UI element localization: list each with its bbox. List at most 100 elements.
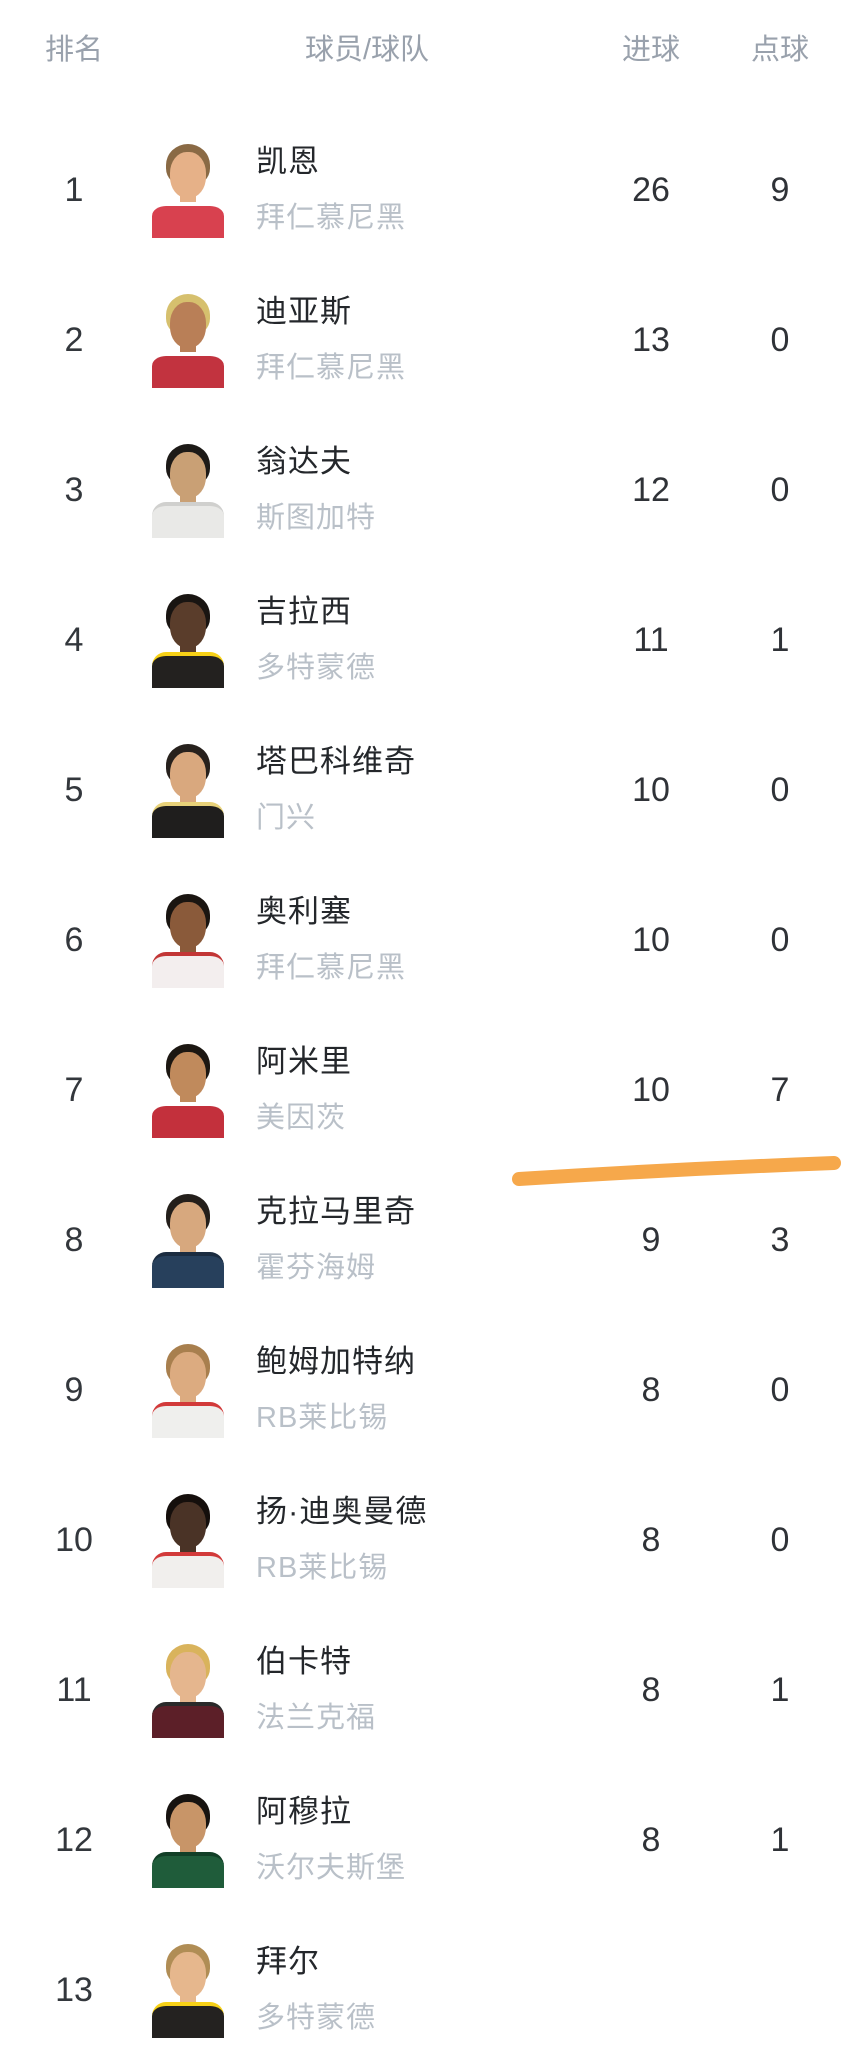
player-avatar bbox=[152, 1342, 224, 1438]
table-row[interactable]: 4 吉拉西 多特蒙德 11 1 bbox=[0, 565, 844, 715]
table-row[interactable]: 6 奥利塞 拜仁慕尼黑 10 0 bbox=[0, 865, 844, 1015]
penalties-value: 1 bbox=[770, 1820, 790, 1859]
player-name: 伯卡特 bbox=[256, 1644, 352, 1680]
penalties-value: 0 bbox=[770, 470, 790, 509]
player-name: 阿穆拉 bbox=[256, 1794, 352, 1830]
rank-value: 12 bbox=[55, 1820, 93, 1859]
rank-value: 11 bbox=[56, 1670, 92, 1709]
avatar-shirt bbox=[152, 202, 224, 238]
player-team: 拜仁慕尼黑 bbox=[256, 351, 407, 384]
penalties-value: 0 bbox=[770, 920, 790, 959]
header-player: 球员/球队 bbox=[304, 33, 430, 66]
player-name: 奥利塞 bbox=[256, 894, 352, 930]
penalties-value: 7 bbox=[770, 1070, 790, 1109]
player-avatar bbox=[152, 1792, 224, 1888]
avatar-face bbox=[170, 152, 206, 198]
player-name: 鲍姆加特纳 bbox=[256, 1344, 416, 1380]
player-team: 沃尔夫斯堡 bbox=[256, 1851, 407, 1884]
avatar-face bbox=[170, 752, 206, 798]
avatar-face bbox=[170, 1652, 206, 1698]
goals-value: 9 bbox=[641, 1220, 661, 1259]
table-header-row: 排名 球员/球队 进球 点球 bbox=[0, 0, 844, 115]
avatar-shirt bbox=[152, 1402, 224, 1438]
avatar-shirt bbox=[152, 952, 224, 988]
rank-value: 5 bbox=[64, 770, 84, 809]
player-name: 迪亚斯 bbox=[256, 294, 352, 330]
goals-value: 10 bbox=[632, 920, 670, 959]
avatar-face bbox=[170, 602, 206, 648]
avatar-face bbox=[170, 1502, 206, 1548]
player-name: 扬·迪奥曼德 bbox=[256, 1494, 428, 1530]
table-row[interactable]: 10 扬·迪奥曼德 RB莱比锡 8 0 bbox=[0, 1465, 844, 1615]
player-team: 拜仁慕尼黑 bbox=[256, 201, 407, 234]
goals-value: 13 bbox=[632, 320, 670, 359]
avatar-face bbox=[170, 902, 206, 948]
penalties-value: 1 bbox=[770, 1670, 790, 1709]
rank-value: 8 bbox=[64, 1220, 84, 1259]
rank-value: 4 bbox=[64, 620, 84, 659]
player-team: 法兰克福 bbox=[256, 1701, 377, 1734]
table-row[interactable]: 5 塔巴科维奇 门兴 10 0 bbox=[0, 715, 844, 865]
table-row[interactable]: 1 凯恩 拜仁慕尼黑 26 9 bbox=[0, 115, 844, 265]
avatar-face bbox=[170, 1802, 206, 1848]
player-team: 美因茨 bbox=[256, 1101, 347, 1134]
avatar-shirt bbox=[152, 1102, 224, 1138]
table-body: 1 凯恩 拜仁慕尼黑 26 9 2 迪亚斯 bbox=[0, 115, 844, 2065]
avatar-shirt bbox=[152, 502, 224, 538]
avatar-face bbox=[170, 1352, 206, 1398]
player-avatar bbox=[152, 1642, 224, 1738]
table-row[interactable]: 8 克拉马里奇 霍芬海姆 9 3 bbox=[0, 1165, 844, 1315]
goals-value: 8 bbox=[641, 1820, 661, 1859]
rank-value: 7 bbox=[64, 1070, 84, 1109]
penalties-value: 1 bbox=[770, 620, 790, 659]
penalties-value: 9 bbox=[770, 170, 790, 209]
player-avatar bbox=[152, 892, 224, 988]
table-row[interactable]: 7 阿米里 美因茨 10 7 bbox=[0, 1015, 844, 1165]
player-name: 凯恩 bbox=[256, 144, 320, 180]
penalties-value: 0 bbox=[770, 1370, 790, 1409]
goals-value: 8 bbox=[641, 1670, 661, 1709]
player-avatar bbox=[152, 142, 224, 238]
rank-value: 9 bbox=[64, 1370, 84, 1409]
player-name: 吉拉西 bbox=[256, 594, 352, 630]
table-row[interactable]: 3 翁达夫 斯图加特 12 0 bbox=[0, 415, 844, 565]
rank-value: 2 bbox=[64, 320, 84, 359]
goals-value: 8 bbox=[641, 1520, 661, 1559]
player-avatar bbox=[152, 1192, 224, 1288]
goals-value: 10 bbox=[632, 770, 670, 809]
avatar-face bbox=[170, 1052, 206, 1098]
player-avatar bbox=[152, 442, 224, 538]
player-avatar bbox=[152, 292, 224, 388]
avatar-shirt bbox=[152, 802, 224, 838]
player-name: 克拉马里奇 bbox=[256, 1194, 416, 1230]
player-avatar bbox=[152, 1492, 224, 1588]
player-name: 塔巴科维奇 bbox=[256, 744, 416, 780]
player-name: 阿米里 bbox=[256, 1044, 352, 1080]
table-row[interactable]: 11 伯卡特 法兰克福 8 1 bbox=[0, 1615, 844, 1765]
avatar-face bbox=[170, 1952, 206, 1998]
player-team: 多特蒙德 bbox=[256, 2001, 377, 2034]
table-row[interactable]: 13 拜尔 多特蒙德 bbox=[0, 1915, 844, 2065]
avatar-shirt bbox=[152, 1852, 224, 1888]
rank-value: 6 bbox=[64, 920, 84, 959]
penalties-value: 3 bbox=[770, 1220, 790, 1259]
player-name: 拜尔 bbox=[256, 1944, 320, 1980]
avatar-shirt bbox=[152, 352, 224, 388]
avatar-shirt bbox=[152, 2002, 224, 2038]
table-row[interactable]: 2 迪亚斯 拜仁慕尼黑 13 0 bbox=[0, 265, 844, 415]
table-row[interactable]: 12 阿穆拉 沃尔夫斯堡 8 1 bbox=[0, 1765, 844, 1915]
avatar-face bbox=[170, 1202, 206, 1248]
penalties-value: 0 bbox=[770, 770, 790, 809]
goals-value: 10 bbox=[632, 1070, 670, 1109]
goals-value: 12 bbox=[632, 470, 670, 509]
goals-value: 8 bbox=[641, 1370, 661, 1409]
player-team: 斯图加特 bbox=[256, 501, 377, 534]
rank-value: 13 bbox=[55, 1970, 93, 2009]
goals-value: 11 bbox=[633, 620, 669, 659]
avatar-face bbox=[170, 302, 206, 348]
player-team: 多特蒙德 bbox=[256, 651, 377, 684]
table-row[interactable]: 9 鲍姆加特纳 RB莱比锡 8 0 bbox=[0, 1315, 844, 1465]
player-avatar bbox=[152, 1942, 224, 2038]
penalties-value: 0 bbox=[770, 1520, 790, 1559]
